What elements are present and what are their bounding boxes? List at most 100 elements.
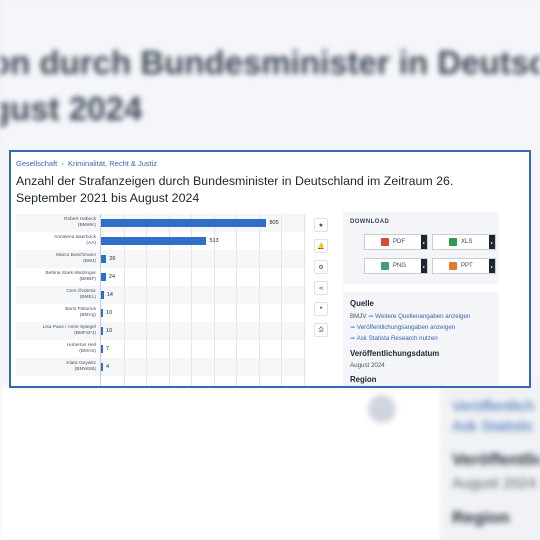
category-ministry: (BMAS) xyxy=(79,349,96,354)
pdf-file-icon xyxy=(381,238,389,246)
share-icon[interactable]: ⋖ xyxy=(314,281,328,295)
gridline xyxy=(213,214,215,386)
category-ministry: (BMWSB) xyxy=(74,367,96,372)
region-heading: Region xyxy=(350,375,377,384)
data-label: 26 xyxy=(109,256,116,262)
download-label: XLS xyxy=(461,239,473,245)
bar[interactable] xyxy=(101,219,267,227)
arrow-right-icon: ➞ xyxy=(350,324,356,331)
category-label: Lisa Paus / Anne Spiegel (BMFSFJ) xyxy=(16,325,96,337)
data-label: 7 xyxy=(106,346,110,352)
category-ministry: (BMWK) xyxy=(77,223,96,228)
background-link: Veröffentlich xyxy=(452,398,535,415)
xls-file-icon xyxy=(449,238,457,246)
research-link[interactable]: Ask Statista Research nutzen xyxy=(356,335,438,342)
statistic-card: Gesellschaft › Kriminalität, Recht & Jus… xyxy=(9,150,531,388)
bar[interactable] xyxy=(101,327,104,335)
gridline xyxy=(123,214,125,386)
data-label: 10 xyxy=(106,310,113,316)
y-axis xyxy=(100,214,101,386)
source-link[interactable]: Weitere Quellenangaben anzeigen xyxy=(375,313,471,320)
background-sidebar xyxy=(440,380,540,540)
chevron-right-icon: ▸ xyxy=(489,259,495,273)
category-label: Annalena Baerbock (AA) xyxy=(16,235,96,247)
category-label: Cem Özdemir (BMEL) xyxy=(16,289,96,301)
bar[interactable] xyxy=(101,345,103,353)
gridline xyxy=(303,214,305,386)
row-stripe xyxy=(16,286,306,304)
bar[interactable] xyxy=(101,291,104,299)
chevron-right-icon: ▸ xyxy=(421,259,427,273)
row-stripe xyxy=(16,322,306,340)
chevron-right-icon: ▸ xyxy=(489,235,495,249)
bar[interactable] xyxy=(101,273,106,281)
gridline xyxy=(146,214,147,386)
category-ministry: (BMBF) xyxy=(79,277,96,282)
data-label: 10 xyxy=(106,328,113,334)
breadcrumb-level1[interactable]: Gesellschaft xyxy=(16,159,58,168)
background-date: August 2024 xyxy=(452,475,537,492)
category-ministry: (AA) xyxy=(86,241,96,246)
favorite-icon[interactable]: ★ xyxy=(314,218,328,232)
download-ppt-button[interactable]: PPT ▸ xyxy=(432,258,496,274)
background-title: on durch Bundesminister in Deutschland g… xyxy=(0,44,540,127)
row-stripe xyxy=(16,250,306,268)
download-label: PDF xyxy=(393,239,405,245)
gridline xyxy=(168,214,170,386)
research-line: ➞ Ask Statista Research nutzen xyxy=(350,335,438,342)
download-heading: DOWNLOAD xyxy=(350,219,390,225)
category-name: Marco Buschmann xyxy=(56,253,96,258)
download-label: PPT xyxy=(461,263,473,269)
settings-icon[interactable]: ⚙ xyxy=(314,260,328,274)
gridline xyxy=(281,214,282,386)
ppt-file-icon xyxy=(449,262,457,270)
page-title: Anzahl der Strafanzeigen durch Bundesmin… xyxy=(16,174,454,205)
row-stripe xyxy=(16,358,306,376)
background-link: Ask Statistic xyxy=(452,418,534,435)
bar-chart: Robert Habeck (BMWK) 805 Annalena Baerbock(… xyxy=(16,214,306,386)
arrow-right-icon: ➞ xyxy=(368,313,374,320)
data-label: 805 xyxy=(269,220,279,226)
print-icon[interactable]: ⎙ xyxy=(314,323,328,337)
gridline xyxy=(236,214,237,386)
category-label: Klara Geywitz (BMWSB) xyxy=(16,361,96,373)
notification-icon[interactable]: 🔔 xyxy=(314,239,328,253)
data-label: 513 xyxy=(209,238,219,244)
category-label: Bettina Stark-Watzinger (BMBF) xyxy=(16,271,96,283)
breadcrumb: Gesellschaft › Kriminalität, Recht & Jus… xyxy=(16,159,157,168)
source-name: BMJV xyxy=(350,313,367,320)
chevron-right-icon: ▸ xyxy=(421,235,427,249)
category-name: Bettina Stark-Watzinger xyxy=(45,271,96,276)
category-ministry: (BMVg) xyxy=(79,313,96,318)
background-button xyxy=(368,395,396,423)
download-pdf-button[interactable]: PDF ▸ xyxy=(364,234,428,250)
category-label: Robert Habeck (BMWK) xyxy=(16,217,96,229)
date-value: August 2024 xyxy=(350,362,385,369)
publication-link[interactable]: Veröffentlichungsangaben anzeigen xyxy=(356,324,456,331)
category-label: Boris Pistorius (BMVg) xyxy=(16,307,96,319)
category-label: Marco Buschmann (BMJ) xyxy=(16,253,96,265)
bar[interactable] xyxy=(101,237,207,245)
category-label: Hubertus Heil (BMAS) xyxy=(16,343,96,355)
download-png-button[interactable]: PNG ▸ xyxy=(364,258,428,274)
category-name: Annalena Baerbock xyxy=(54,235,96,240)
bar[interactable] xyxy=(101,255,107,263)
category-name: Boris Pistorius xyxy=(65,307,96,312)
bar[interactable] xyxy=(101,363,103,371)
data-label: 14 xyxy=(106,292,113,298)
bar[interactable] xyxy=(101,309,104,317)
category-name: Hubertus Heil xyxy=(66,343,96,348)
category-ministry: (BMEL) xyxy=(79,295,96,300)
source-heading: Quelle xyxy=(350,299,374,308)
breadcrumb-level2[interactable]: Kriminalität, Recht & Justiz xyxy=(67,159,158,168)
cite-icon[interactable]: ❝ xyxy=(314,302,328,316)
category-ministry: (BMJ) xyxy=(83,259,96,264)
data-label: 4 xyxy=(106,364,110,370)
download-label: PNG xyxy=(393,263,407,269)
arrow-right-icon: ➞ xyxy=(350,335,356,342)
source-line: BMJV ➞ Weitere Quellenangaben anzeigen xyxy=(350,313,470,320)
download-xls-button[interactable]: XLS ▸ xyxy=(432,234,496,250)
breadcrumb-separator: › xyxy=(61,159,64,168)
category-name: Lisa Paus / Anne Spiegel xyxy=(42,325,96,330)
background-heading: Region xyxy=(452,508,510,527)
